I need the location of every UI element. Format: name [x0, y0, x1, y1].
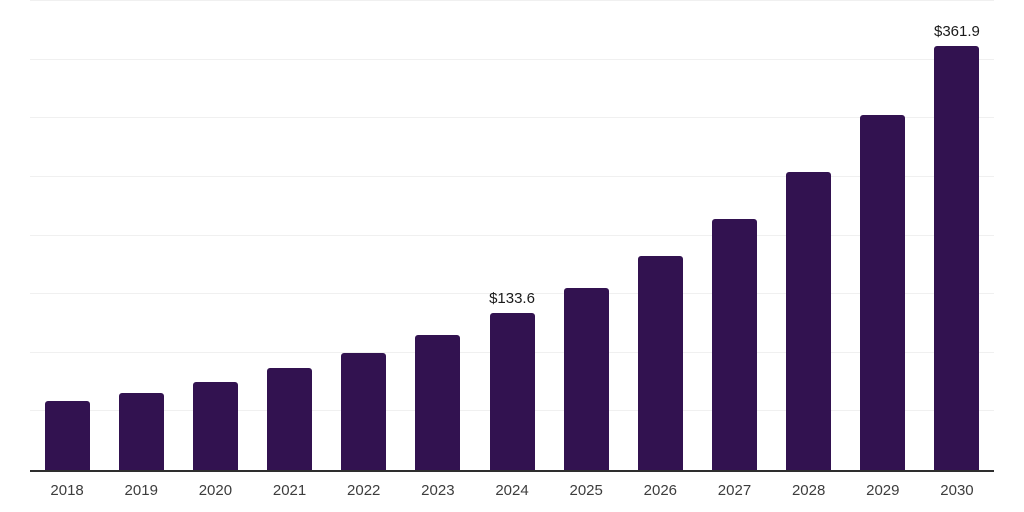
bar-column-2018	[30, 1, 104, 470]
gridline-200	[30, 234, 994, 236]
bar-2027	[711, 218, 757, 470]
bar-column-2025	[549, 1, 623, 470]
bar-2018	[44, 401, 90, 470]
bar-2029	[860, 114, 906, 470]
x-tick-2020: 2020	[198, 482, 233, 499]
bar-column-2028	[772, 1, 846, 470]
gridline-350	[30, 58, 994, 60]
x-tick-2024: 2024	[495, 482, 529, 499]
data-label-2024: $133.6	[489, 290, 535, 308]
bar-column-2026	[623, 1, 697, 470]
x-tick-2025: 2025	[569, 482, 603, 499]
x-tick-2019: 2019	[124, 482, 158, 499]
bar-2025	[563, 287, 609, 470]
x-axis: 2018 2019 2020 2021 2022 2023 2024 2025 2026 2027…	[30, 482, 994, 500]
bar-column-2019	[104, 1, 178, 470]
bar-column-2030: $361.9	[920, 1, 994, 470]
bar-column-2027	[697, 1, 771, 470]
bar-2024	[489, 313, 535, 470]
x-tick-2018: 2018	[50, 482, 84, 499]
bar-2020	[192, 381, 238, 470]
bar-column-2021	[252, 1, 326, 470]
x-tick-2022: 2022	[347, 482, 381, 499]
bar-column-2020	[178, 1, 252, 470]
x-tick-2030: 2030	[940, 482, 974, 499]
bar-2026	[637, 256, 683, 470]
x-tick-2029: 2029	[866, 482, 900, 499]
bar-2030	[934, 45, 980, 470]
x-tick-2026: 2026	[643, 482, 678, 499]
bar-2023	[415, 334, 461, 470]
gridline-150	[30, 293, 994, 295]
bar-2028	[786, 171, 832, 470]
bar-2019	[118, 392, 164, 470]
plot-area: $133.6 $361.9	[30, 0, 994, 472]
data-label-2030: $361.9	[934, 22, 980, 40]
gridline-250	[30, 175, 994, 177]
x-tick-2028: 2028	[791, 482, 826, 499]
x-tick-2023: 2023	[421, 482, 455, 499]
bar-2021	[267, 368, 313, 470]
bar-column-2024: $133.6	[475, 1, 549, 470]
bar-2022	[341, 352, 387, 470]
x-tick-2021: 2021	[272, 482, 307, 499]
bar-column-2029	[846, 1, 920, 470]
bar-column-2022	[327, 1, 401, 470]
gridline-300	[30, 117, 994, 119]
gridline-400	[30, 0, 994, 1]
x-tick-2027: 2027	[717, 482, 752, 499]
bar-column-2023	[401, 1, 475, 470]
